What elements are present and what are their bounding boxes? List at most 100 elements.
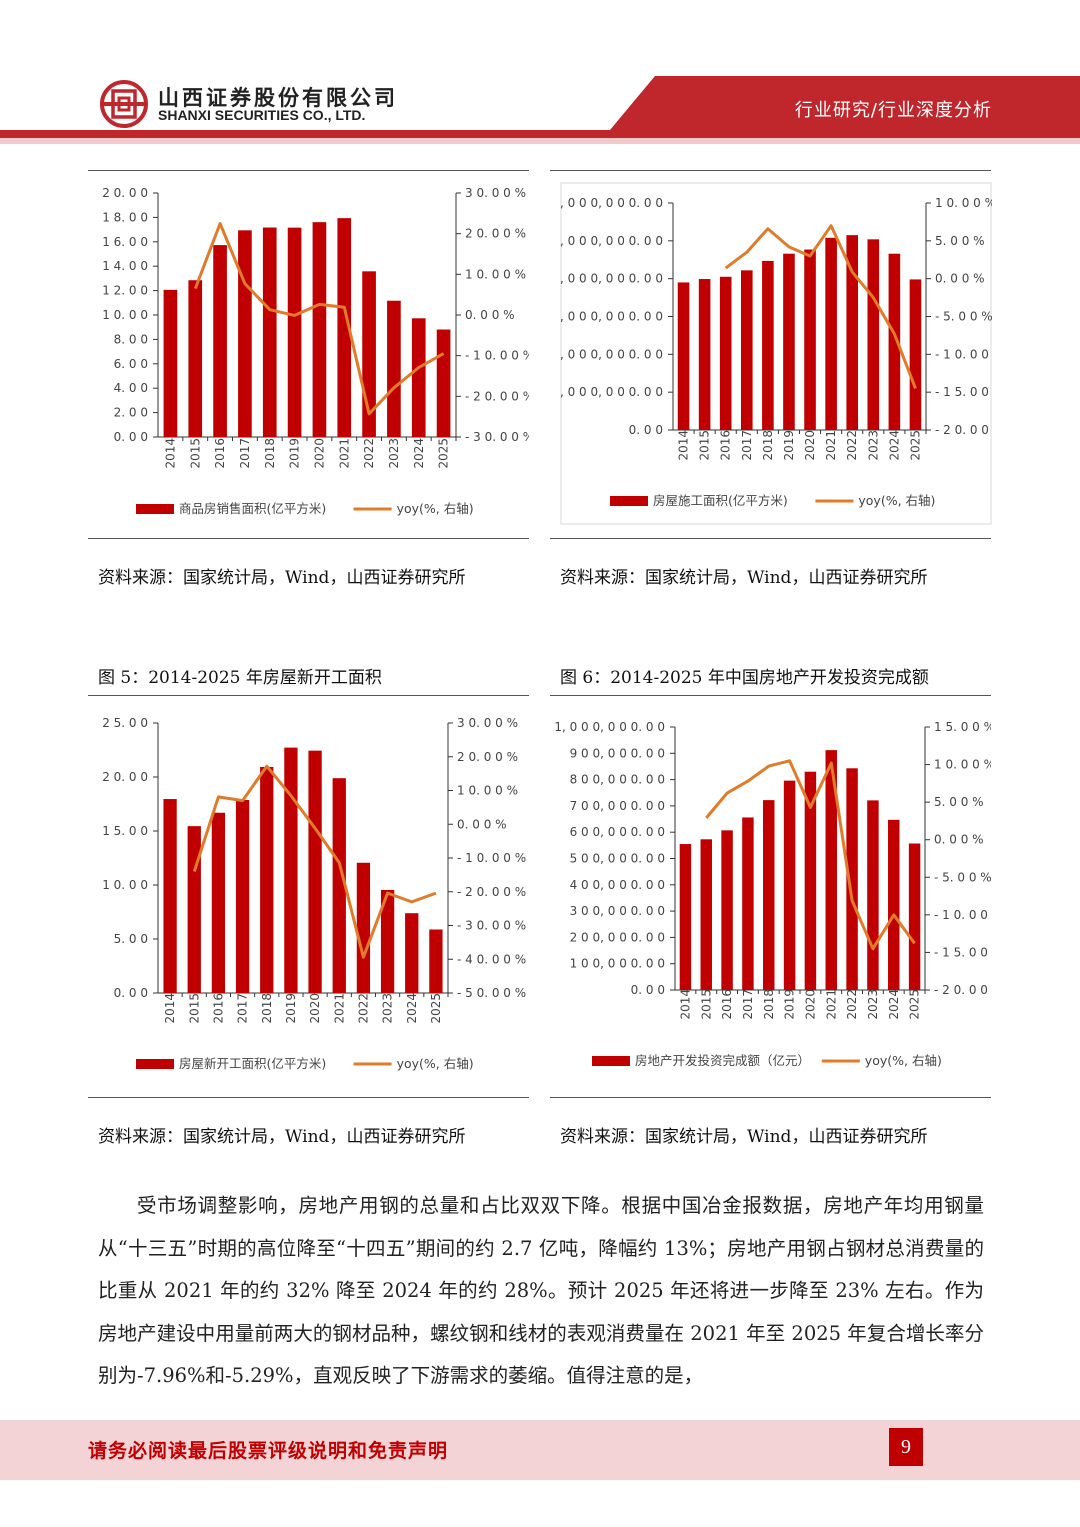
x-tick-label: 2018 bbox=[761, 430, 775, 461]
right-tick-label: - 2 0. 0 0 % bbox=[935, 423, 992, 437]
right-tick-label: 1 0. 0 0 % bbox=[465, 267, 526, 281]
x-tick-label: 2019 bbox=[284, 993, 298, 1024]
right-tick-label: 0. 0 0 % bbox=[465, 308, 515, 322]
x-tick-label: 2017 bbox=[741, 989, 755, 1020]
x-tick-label: 2014 bbox=[677, 430, 691, 461]
company-name-cn: 山西证券股份有限公司 bbox=[158, 86, 398, 110]
chart2-bottom-rule bbox=[550, 538, 991, 539]
x-tick-label: 2015 bbox=[187, 993, 201, 1024]
right-tick-label: - 1 0. 0 0 % bbox=[465, 349, 529, 363]
chart3-source: 资料来源：国家统计局，Wind，山西证券研究所 bbox=[98, 1127, 466, 1147]
right-tick-label: - 1 5. 0 0 % bbox=[935, 385, 992, 399]
bar bbox=[187, 826, 201, 993]
right-tick-label: - 5. 0 0 % bbox=[934, 870, 991, 884]
x-tick-label: 2021 bbox=[337, 438, 351, 469]
left-tick-label: 8 0 0, 0 0 0. 0 0 bbox=[570, 773, 665, 787]
page-header: 山西证券股份有限公司 SHANXI SECURITIES CO., LTD. 行… bbox=[0, 0, 1080, 150]
bar bbox=[783, 253, 795, 430]
left-tick-label: 7 0 0, 0 0 0. 0 0 bbox=[570, 799, 665, 813]
right-tick-label: - 2 0. 0 0 % bbox=[934, 983, 991, 997]
legend-bar-swatch bbox=[610, 496, 648, 506]
x-tick-label: 2017 bbox=[238, 438, 252, 469]
legend-bar-label: 房地产开发投资完成额（亿元） bbox=[635, 1053, 810, 1068]
bar bbox=[332, 778, 346, 993]
bar bbox=[804, 771, 817, 990]
bar bbox=[308, 750, 322, 993]
right-tick-label: 5. 0 0 % bbox=[935, 234, 985, 248]
yoy-line bbox=[705, 759, 916, 951]
right-tick-label: 1 0. 0 0 % bbox=[457, 784, 518, 798]
right-tick-label: - 1 0. 0 0 % bbox=[935, 347, 992, 361]
bar bbox=[405, 913, 419, 993]
x-tick-label: 2020 bbox=[312, 438, 326, 469]
left-tick-label: 0. 0 0 bbox=[631, 983, 665, 997]
right-tick-label: 0. 0 0 % bbox=[935, 272, 985, 286]
bar bbox=[337, 218, 352, 437]
bar bbox=[213, 245, 227, 437]
left-tick-label: 1 4. 0 0 bbox=[102, 259, 148, 273]
bar bbox=[679, 844, 692, 990]
right-tick-label: - 5. 0 0 % bbox=[935, 310, 992, 324]
bar bbox=[783, 780, 796, 990]
legend-line-label: yoy(%, 右轴) bbox=[865, 1053, 942, 1068]
left-tick-label: 8. 0 0 bbox=[114, 332, 148, 346]
x-tick-label: 2021 bbox=[824, 430, 838, 461]
x-tick-label: 2015 bbox=[698, 430, 712, 461]
x-tick-label: 2025 bbox=[908, 989, 922, 1020]
x-tick-label: 2024 bbox=[412, 438, 426, 469]
x-tick-label: 2021 bbox=[824, 989, 838, 1020]
bar bbox=[387, 300, 401, 437]
left-tick-label: 1 0. 0 0 bbox=[102, 878, 148, 892]
left-tick-label: 1 2. 0 0 bbox=[102, 284, 148, 298]
left-tick-label: 2 0. 0 0 bbox=[102, 770, 148, 784]
legend-bar-label: 房屋施工面积(亿平方米) bbox=[653, 493, 788, 508]
chart3-bottom-rule bbox=[88, 1097, 529, 1098]
x-tick-label: 2020 bbox=[803, 989, 817, 1020]
right-tick-label: - 4 0. 0 0 % bbox=[457, 952, 526, 966]
chart-investment: 0. 0 0 1 0 0, 0 0 0. 0 0 2 0 0, 0 0 0. 0 0… bbox=[554, 720, 991, 1068]
right-tick-label: 0. 0 0 % bbox=[457, 817, 507, 831]
x-tick-label: 2014 bbox=[163, 993, 177, 1024]
footer-notice: 请务必阅读最后股票评级说明和免责声明 bbox=[88, 1440, 449, 1462]
legend-line-label: yoy(%, 右轴) bbox=[397, 501, 474, 516]
left-tick-label: 0. 0 0 bbox=[114, 986, 148, 1000]
left-tick-label: 1 5. 0 0 bbox=[102, 824, 148, 838]
bar bbox=[262, 227, 277, 437]
left-tick-label: 4 0 0, 0 0 0. 0 0 bbox=[570, 878, 665, 892]
chart4-bottom-rule bbox=[550, 1097, 991, 1098]
x-tick-label: 2018 bbox=[762, 989, 776, 1020]
bar bbox=[677, 282, 690, 430]
left-tick-label: 6, 0 0 0, 0 0 0. 0 0 bbox=[560, 196, 663, 210]
left-tick-label: 5, 0 0 0, 0 0 0. 0 0 bbox=[560, 234, 663, 248]
left-tick-label: 2 0 0, 0 0 0. 0 0 bbox=[570, 930, 665, 944]
bar bbox=[846, 235, 859, 430]
company-logo-icon bbox=[100, 80, 148, 128]
right-tick-label: 1 5. 0 0 % bbox=[934, 720, 991, 734]
chart-new-construction: 0. 0 0 5. 0 0 1 0. 0 0 1 5. 0 0 2 0. 0 0 2 5.… bbox=[102, 716, 526, 1071]
right-tick-label: - 2 0. 0 0 % bbox=[465, 389, 529, 403]
bar bbox=[380, 889, 395, 993]
chart-construction-area: 0. 0 0 1, 0 0 0, 0 0 0. 0 0 2, 0 0 0, 0 0 … bbox=[560, 182, 992, 525]
x-tick-label: 2016 bbox=[211, 993, 225, 1024]
bar bbox=[762, 260, 774, 430]
legend-line-label: yoy(%, 右轴) bbox=[397, 1056, 474, 1071]
left-tick-label: 2 0. 0 0 bbox=[102, 186, 148, 200]
right-tick-label: 3 0. 0 0 % bbox=[457, 716, 518, 730]
left-tick-label: 4. 0 0 bbox=[114, 381, 148, 395]
legend-bar-swatch bbox=[592, 1056, 630, 1066]
bar bbox=[721, 830, 733, 990]
chart4-top-rule bbox=[550, 695, 991, 696]
left-tick-label: 1 0 0, 0 0 0. 0 0 bbox=[570, 957, 665, 971]
company-name-en: SHANXI SECURITIES CO., LTD. bbox=[158, 107, 366, 123]
x-tick-label: 2022 bbox=[845, 430, 859, 461]
right-tick-label: - 1 5. 0 0 % bbox=[934, 945, 991, 959]
bar bbox=[163, 289, 178, 437]
chart-frame bbox=[560, 182, 992, 525]
figure5-title: 图 5：2014-2025 年房屋新开工面积 bbox=[98, 668, 382, 688]
x-tick-label: 2022 bbox=[356, 993, 370, 1024]
bar bbox=[211, 812, 226, 993]
right-tick-label: - 3 0. 0 0 % bbox=[457, 919, 526, 933]
bar bbox=[188, 280, 203, 437]
chart1-top-rule bbox=[88, 170, 529, 171]
left-tick-label: 2 5. 0 0 bbox=[102, 716, 148, 730]
